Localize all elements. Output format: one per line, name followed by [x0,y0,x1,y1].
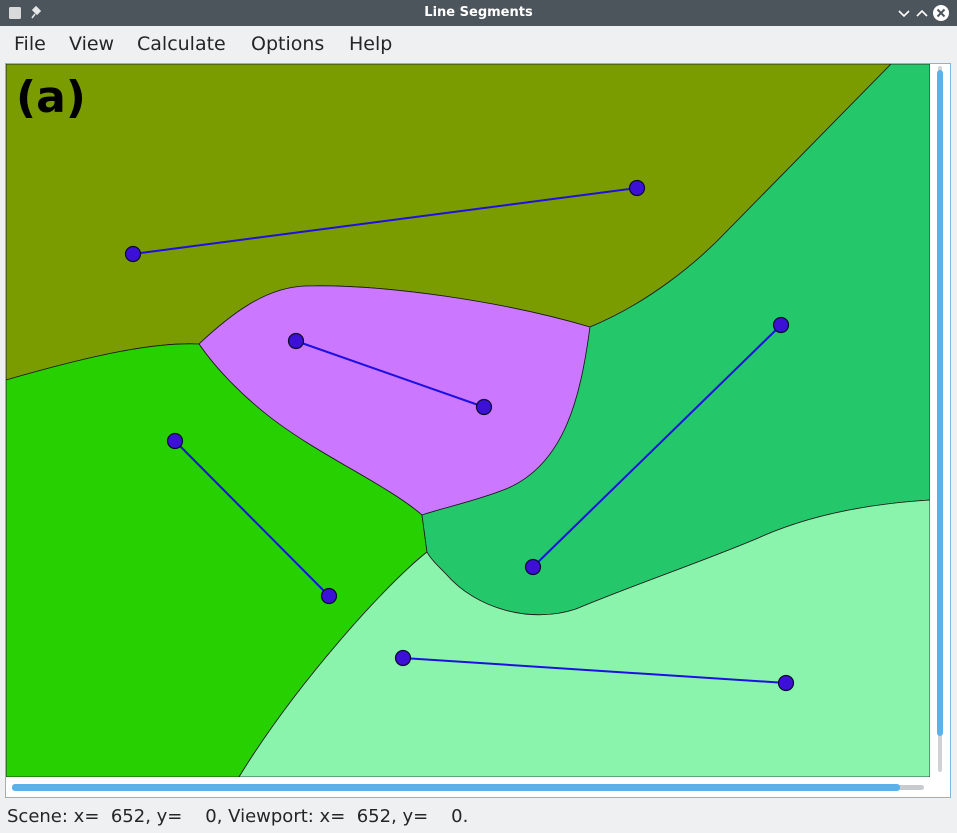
segment-endpoint[interactable] [628,179,646,197]
menu-options[interactable]: Options [251,33,325,55]
status-coordinates: Scene: x= 652, y= 0, Viewport: x= 652, y… [7,806,469,827]
line-segment[interactable] [402,657,787,684]
voronoi-diagram[interactable] [6,64,930,777]
vertical-scroll-thumb[interactable] [937,70,943,736]
segment-endpoint[interactable] [394,649,412,667]
menu-bar: File View Calculate Options Help [0,26,957,62]
scene-canvas[interactable]: (a) [6,64,930,777]
menu-help[interactable]: Help [349,33,393,55]
close-icon[interactable] [932,4,950,22]
maximize-icon[interactable] [914,4,930,22]
menu-view[interactable]: View [69,33,115,55]
line-segment[interactable] [174,440,330,597]
segment-endpoint[interactable] [166,432,184,450]
segment-endpoint[interactable] [772,316,790,334]
segment-endpoint[interactable] [524,558,542,576]
segment-endpoint[interactable] [320,587,338,605]
region-mint [238,499,930,777]
title-bar: Line Segments [0,0,957,26]
minimize-icon[interactable] [896,4,912,22]
segment-endpoint[interactable] [777,674,795,692]
segment-endpoint[interactable] [124,245,142,263]
panel-label: (a) [16,72,86,123]
window-menu-icon[interactable] [7,4,23,22]
menu-calculate[interactable]: Calculate [137,33,226,55]
line-segment[interactable] [132,187,638,255]
window-title: Line Segments [424,5,533,20]
segment-endpoint[interactable] [475,398,493,416]
vertical-scrollbar[interactable] [933,66,947,776]
horizontal-scroll-thumb[interactable] [12,784,900,791]
line-segment[interactable] [532,324,782,568]
pin-icon[interactable] [27,4,43,22]
menu-file[interactable]: File [14,33,46,55]
status-bar: Scene: x= 652, y= 0, Viewport: x= 652, y… [0,800,957,833]
horizontal-scrollbar[interactable] [8,781,926,793]
line-segment[interactable] [295,340,485,408]
segment-endpoint[interactable] [287,332,305,350]
segment-endpoints [124,179,795,692]
